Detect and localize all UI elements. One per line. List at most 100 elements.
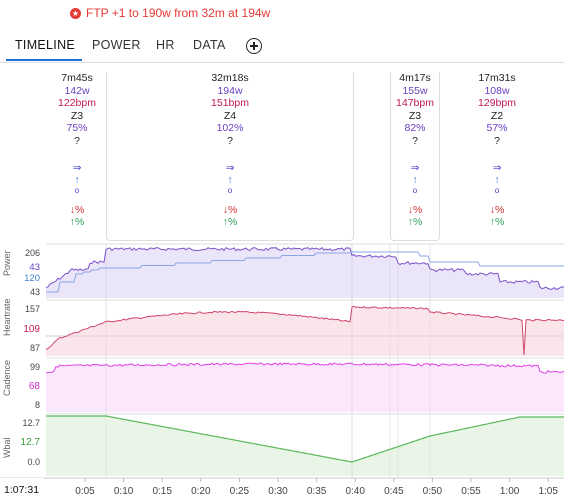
circle-icon: o [227, 185, 233, 195]
interval-unknown: ? [494, 134, 500, 147]
x-tick-label: 0:55 [461, 486, 481, 497]
heartrate-area [46, 306, 564, 356]
circle-icon: o [412, 185, 418, 195]
current-time: 1:07:31 [4, 484, 39, 496]
cadence-tick: 68 [29, 381, 41, 392]
interval-percent: 75% [66, 122, 88, 135]
power-area [46, 247, 564, 298]
circle-icon: o [494, 185, 500, 195]
heartrate-tick: 109 [23, 324, 40, 335]
x-tick-label: 0:50 [423, 486, 443, 497]
x-tick-label: 1:00 [500, 486, 520, 497]
interval-power: 155w [402, 84, 428, 97]
star-badge-icon: ★ [70, 7, 81, 19]
x-tick-label: 0:25 [230, 486, 250, 497]
circle-icon: o [74, 185, 80, 195]
add-tab-icon[interactable] [246, 38, 262, 54]
ftp-banner: ★ FTP +1 to 190w from 32m at 194w [70, 6, 270, 20]
interval-heartrate: 122bpm [58, 97, 96, 110]
interval-card[interactable]: 4m17s 155w 147bpm Z3 82% ? ⇒ ↑ o ↓% ↑% [390, 72, 440, 241]
power-tick: 120 [24, 273, 40, 284]
arrow-up-icon: ↑ [412, 174, 418, 187]
interval-power: 194w [217, 84, 243, 97]
arrow-up-icon: ↑ [74, 174, 80, 187]
double-arrow-right-icon: ⇒ [72, 161, 82, 174]
wbal-axis-label: Wbal [2, 437, 12, 458]
interval-cards: 7m45s 142w 122bpm Z3 75% ? ⇒ ↑ o ↓% ↑% 3… [0, 72, 564, 244]
power-line [45, 246, 564, 290]
interval-duration: 17m31s [478, 72, 516, 84]
x-tick-label: 0:45 [384, 486, 404, 497]
interval-zone: Z3 [70, 109, 84, 122]
cadence-tick: 99 [30, 362, 40, 372]
interval-heartrate: 129bpm [478, 97, 516, 110]
interval-duration: 7m45s [61, 72, 93, 84]
cadence-line [45, 362, 564, 374]
heartrate-line [45, 305, 564, 356]
interval-zone: Z2 [490, 109, 504, 122]
interval-duration: 32m18s [211, 72, 249, 84]
heartrate-panel: Heartrate 157 109 87 [2, 298, 564, 356]
tab-timeline[interactable]: TIMELINE [15, 38, 76, 52]
arrow-up-icon: ↑ [227, 174, 233, 187]
tab-data[interactable]: DATA [193, 38, 226, 52]
double-arrow-right-icon: ⇒ [410, 161, 420, 174]
current-time-box [0, 478, 44, 499]
power-tick: 43 [30, 287, 40, 297]
decrease-percent-icon: ↓% [489, 203, 505, 216]
interval-card[interactable]: 7m45s 142w 122bpm Z3 75% ? ⇒ ↑ o ↓% ↑% [48, 72, 106, 240]
x-tick-label: 0:30 [268, 486, 288, 497]
interval-zone: Z3 [408, 109, 422, 122]
wbal-tick: 12.7 [21, 437, 41, 448]
interval-duration: 4m17s [399, 72, 431, 84]
double-arrow-right-icon: ⇒ [492, 161, 502, 174]
interval-card[interactable]: 17m31s 108w 129bpm Z2 57% ? ⇒ ↑ o ↓% ↑% [466, 72, 528, 240]
interval-percent: 102% [216, 122, 244, 135]
interval-unknown: ? [74, 134, 80, 147]
power-axis-label: Power [2, 250, 12, 276]
wbal-area [46, 416, 564, 476]
interval-card[interactable]: 32m18s 194w 151bpm Z4 102% ? ⇒ ↑ o ↓% ↑% [106, 72, 354, 241]
x-tick-label: 0:15 [152, 486, 172, 497]
power-tick: 206 [25, 248, 40, 258]
increase-percent-icon: ↑% [489, 216, 505, 229]
power-panel: Power 206 43 120 43 [2, 243, 564, 298]
x-axis-ticks: 0:05 0:10 0:15 0:20 0:25 0:30 0:35 0:40 0:45 0:50… [75, 478, 558, 497]
double-arrow-right-icon: ⇒ [225, 161, 235, 174]
decrease-percent-icon: ↓% [69, 203, 85, 216]
wbal-tick: 0.0 [27, 457, 40, 467]
cadence-area [46, 362, 564, 412]
decrease-percent-icon: ↓% [407, 203, 423, 216]
interval-power: 108w [484, 84, 510, 97]
x-tick-label: 1:05 [538, 486, 558, 497]
interval-percent: 82% [404, 122, 426, 135]
tab-hr[interactable]: HR [156, 38, 175, 52]
heartrate-tick: 87 [30, 343, 40, 353]
cadence-tick: 8 [35, 400, 40, 410]
x-tick-label: 0:40 [345, 486, 365, 497]
heartrate-axis-label: Heartrate [2, 298, 12, 336]
wbal-tick: 12.7 [22, 418, 40, 428]
tab-power[interactable]: POWER [92, 38, 141, 52]
wprime-line [46, 251, 564, 293]
interval-power: 142w [64, 84, 90, 97]
interval-percent: 57% [486, 122, 508, 135]
cadence-panel: Cadence 99 68 8 [2, 357, 564, 412]
increase-percent-icon: ↑% [222, 216, 238, 229]
power-tick: 43 [29, 262, 40, 273]
heartrate-tick: 157 [25, 304, 40, 314]
interval-unknown: ? [412, 134, 418, 147]
interval-heartrate: 147bpm [396, 97, 434, 110]
wbal-panel: Wbal 12.7 12.7 0.0 [2, 413, 564, 476]
wbal-line [46, 415, 564, 463]
banner-text: FTP +1 to 190w from 32m at 194w [86, 6, 271, 20]
decrease-percent-icon: ↓% [222, 203, 238, 216]
x-tick-label: 0:35 [307, 486, 327, 497]
interval-heartrate: 151bpm [211, 97, 249, 110]
cadence-axis-label: Cadence [2, 360, 12, 396]
active-tab-indicator [6, 59, 82, 61]
tab-bar: TIMELINE POWER HR DATA [0, 32, 564, 63]
x-tick-label: 0:20 [191, 486, 211, 497]
increase-percent-icon: ↑% [69, 216, 85, 229]
